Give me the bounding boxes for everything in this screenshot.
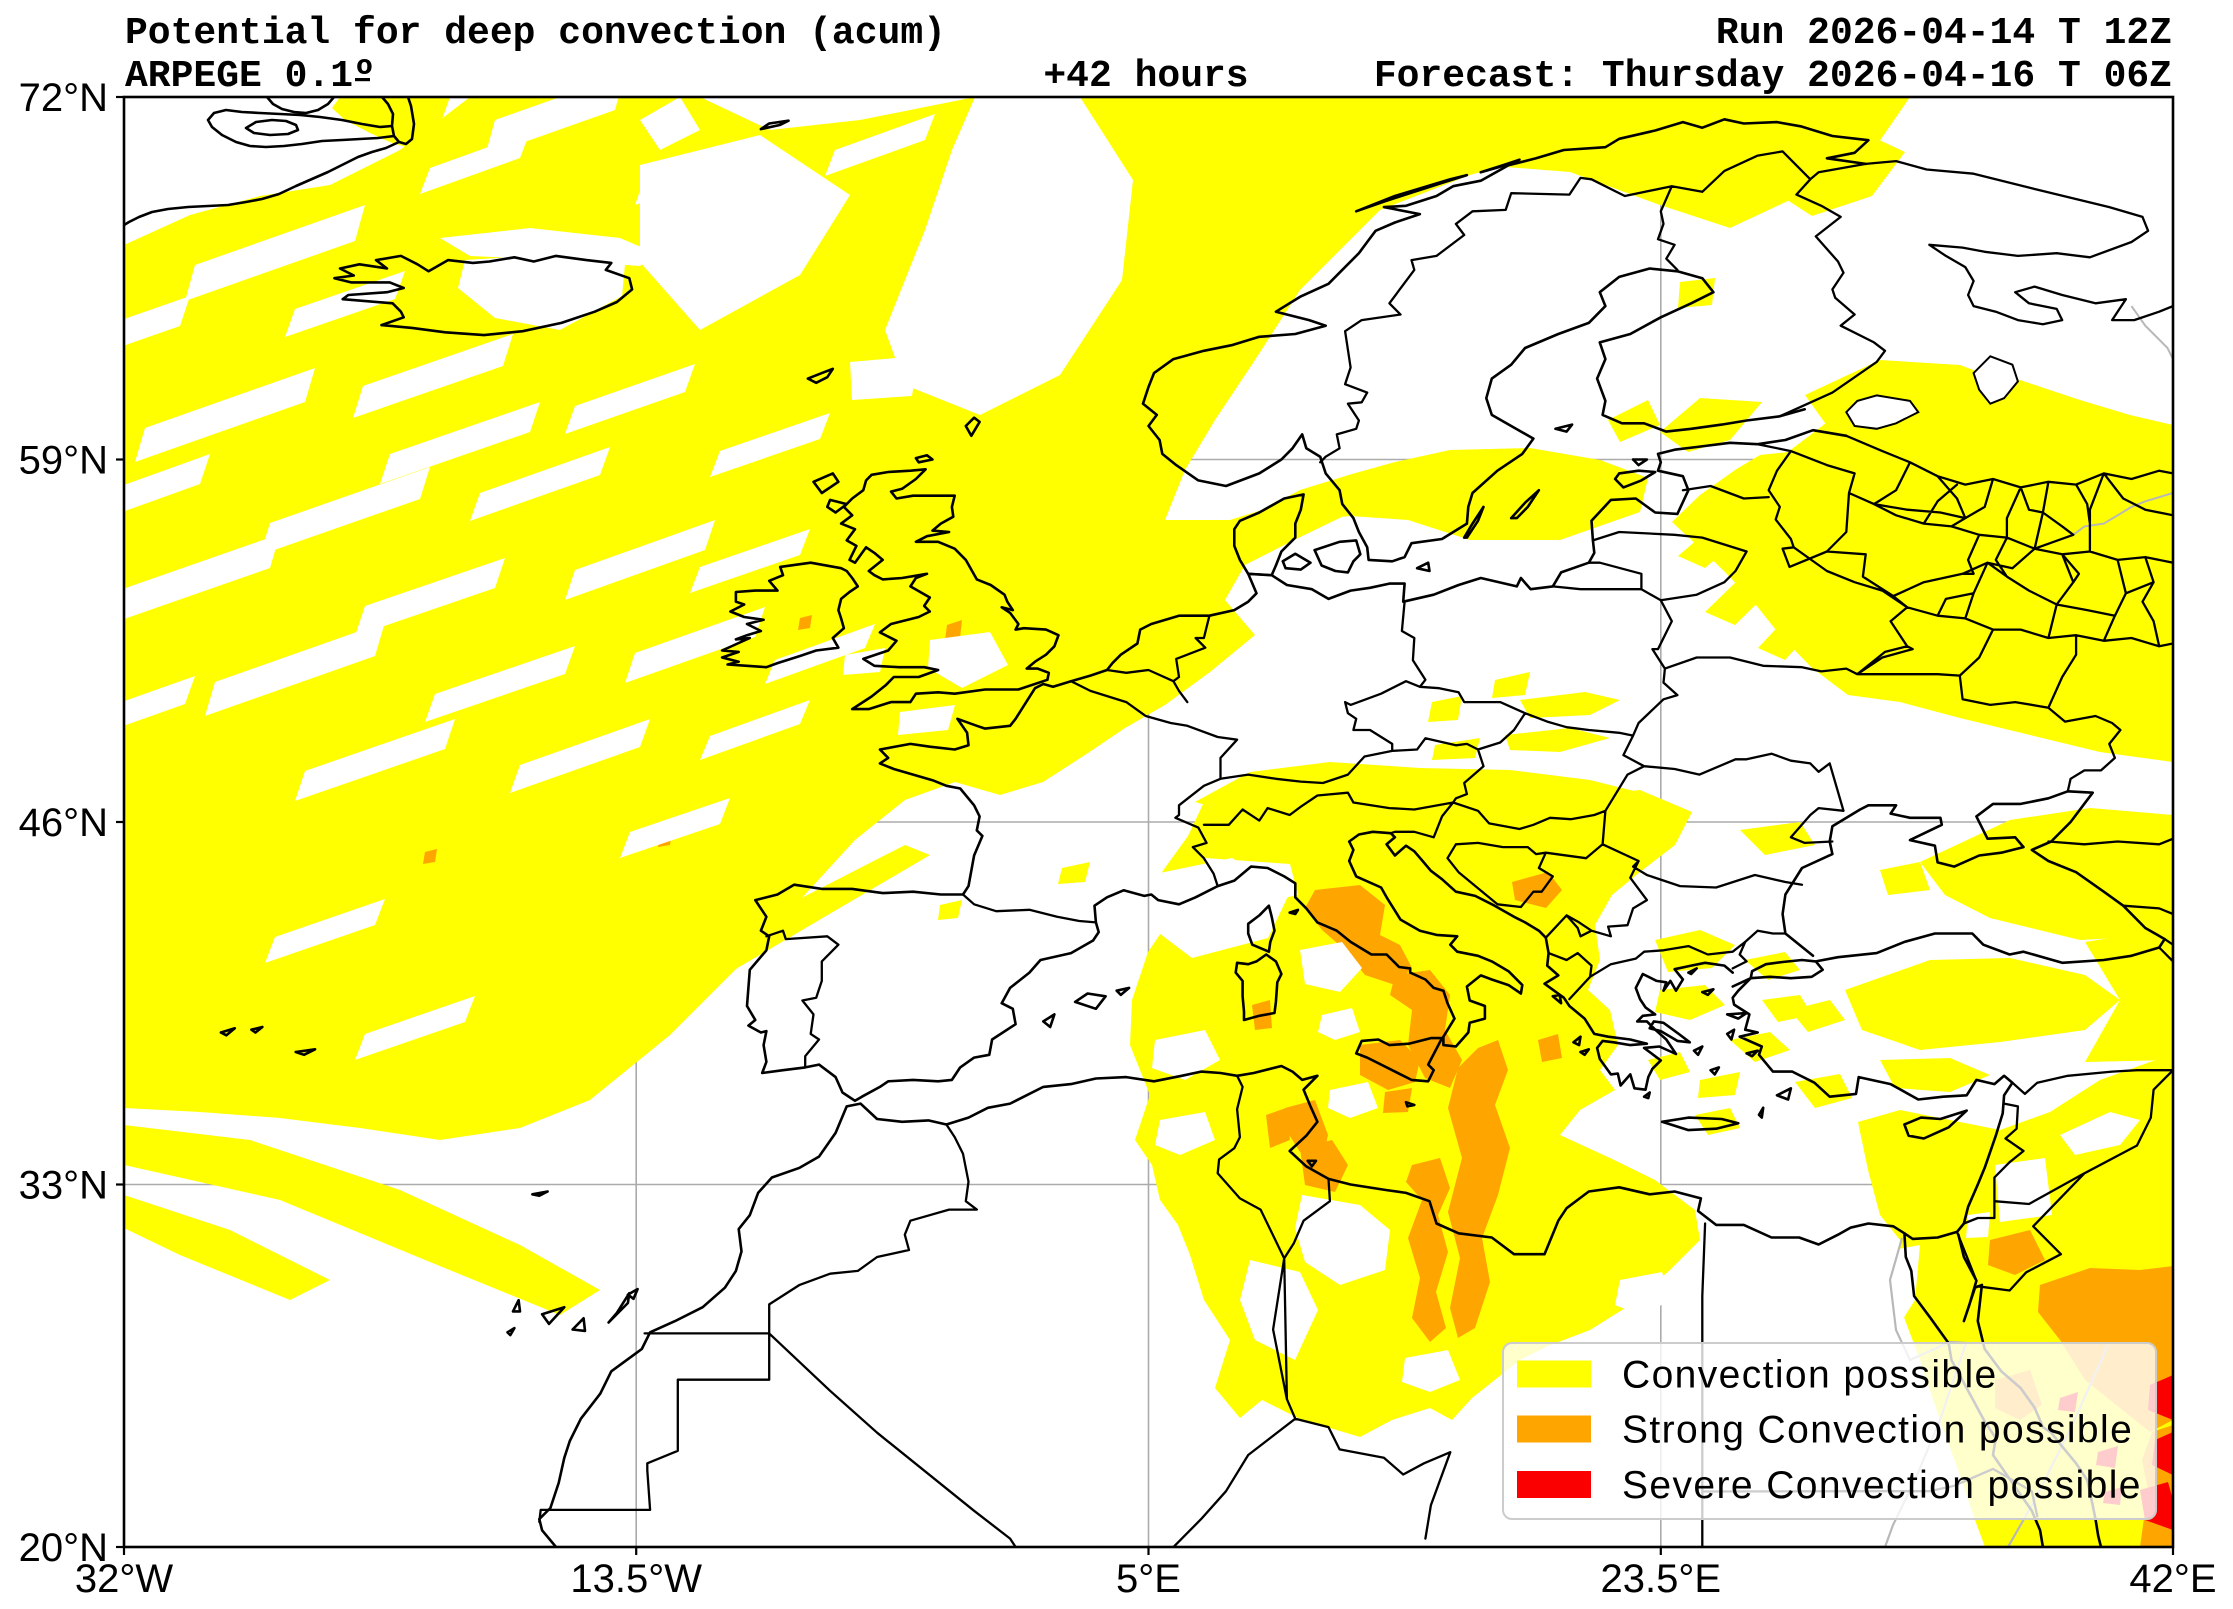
svg-text:20°N: 20°N [19,1526,108,1570]
svg-text:5°E: 5°E [1116,1557,1181,1601]
svg-text:Strong Convection possible: Strong Convection possible [1622,1409,2133,1452]
svg-text:42°E: 42°E [2129,1557,2216,1601]
svg-text:Convection possible: Convection possible [1622,1354,1998,1397]
svg-text:33°N: 33°N [19,1164,108,1208]
svg-text:32°W: 32°W [75,1557,173,1601]
svg-text:13.5°W: 13.5°W [570,1557,702,1601]
svg-text:Potential for deep convection: Potential for deep convection (acum) [125,12,946,55]
svg-text:59°N: 59°N [19,439,108,483]
svg-text:Run 2026-04-14 T 12Z: Run 2026-04-14 T 12Z [1716,12,2172,55]
svg-text:72°N: 72°N [19,76,108,120]
svg-text:Forecast: Thursday 2026-04-16: Forecast: Thursday 2026-04-16 T 06Z [1374,55,2172,98]
svg-text:23.5°E: 23.5°E [1601,1557,1722,1601]
svg-text:46°N: 46°N [19,801,108,845]
svg-text:Severe Convection possible: Severe Convection possible [1622,1464,2142,1507]
svg-text:+42 hours: +42 hours [1043,55,1248,98]
svg-text:ARPEGE 0.1º: ARPEGE 0.1º [125,55,376,98]
